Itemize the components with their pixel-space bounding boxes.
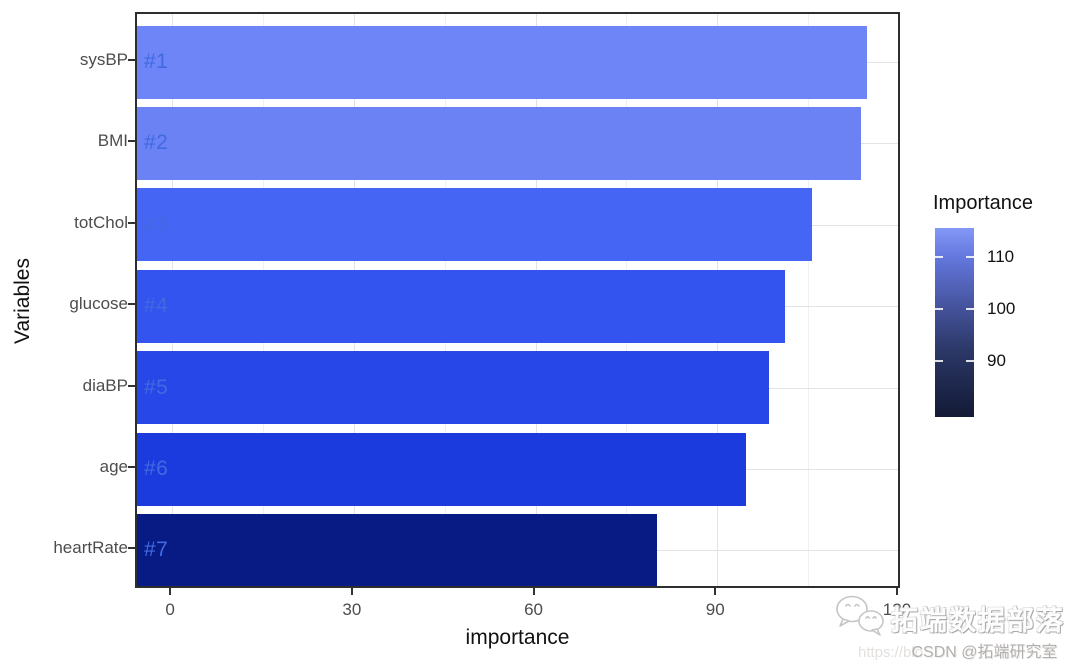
bar-BMI: #2 — [137, 106, 862, 180]
y-tick-mark — [128, 303, 135, 306]
y-axis-title: Variables — [11, 258, 34, 344]
legend-tick-label-90: 90 — [987, 350, 1006, 370]
bar-rank-label: #5 — [144, 375, 169, 399]
legend-tick-mark — [966, 308, 974, 310]
legend-tick-mark — [935, 359, 943, 362]
x-axis-title: importance — [465, 626, 570, 649]
x-tick-label-0: 0 — [165, 600, 175, 619]
bar-diaBP: #5 — [137, 351, 769, 425]
legend-tick-mark — [935, 308, 943, 310]
bar-totChol: #3 — [137, 188, 812, 262]
y-tick-label-heartRate: heartRate — [53, 538, 128, 558]
x-tick-label-30: 30 — [342, 600, 362, 619]
gridline-minor — [808, 14, 810, 586]
legend-tick-mark — [935, 256, 943, 259]
watermark-csdn: https://blo CSDN @拓端研究室 — [858, 638, 1058, 662]
legend-tick-label-100: 100 — [987, 299, 1016, 318]
x-tick-mark — [350, 588, 353, 595]
x-tick-mark — [714, 588, 717, 595]
x-tick-mark — [895, 588, 898, 595]
watermark-brand: 拓端数据部落 — [833, 594, 1065, 643]
legend-tick-label-110: 110 — [987, 247, 1015, 267]
gridline-major — [899, 14, 900, 586]
bar-rank-label: #7 — [144, 538, 169, 562]
bar-rank-label: #4 — [144, 294, 169, 318]
y-tick-label-age: age — [99, 457, 128, 476]
bar-rank-label: #2 — [144, 131, 169, 155]
bar-rank-label: #6 — [144, 457, 169, 480]
x-tick-label-120: 120 — [882, 600, 912, 619]
bar-glucose: #4 — [137, 269, 786, 343]
legend: Importance 110 100 90 — [933, 192, 1034, 417]
legend-title: Importance — [933, 192, 1034, 214]
y-tick-mark — [128, 384, 135, 387]
y-tick-mark — [128, 547, 135, 550]
legend-gradient-bar: 110 100 90 — [935, 228, 1015, 417]
bar-rank-label: #1 — [144, 50, 169, 73]
wechat-icon — [833, 594, 887, 643]
legend-tick-mark — [966, 256, 974, 259]
x-tick-mark — [169, 588, 172, 595]
y-tick-mark — [128, 466, 135, 468]
y-tick-label-BMI: BMI — [97, 131, 128, 151]
plot-panel: #1 #2 #3 #4 #5 #6 #7 — [135, 12, 900, 588]
x-tick-mark — [532, 588, 535, 595]
y-tick-label-glucose: glucose — [69, 294, 128, 314]
bar-rank-label: #3 — [144, 212, 169, 236]
x-tick-label-90: 90 — [705, 600, 725, 619]
bar-sysBP: #1 — [137, 25, 867, 99]
y-tick-label-diaBP: diaBP — [82, 375, 128, 395]
bar-age: #6 — [137, 432, 746, 506]
y-tick-label-sysBP: sysBP — [79, 50, 128, 69]
x-tick-label-60: 60 — [524, 600, 543, 619]
y-tick-mark — [128, 59, 135, 61]
watermark-csdn-text: CSDN @拓端研究室 — [911, 644, 1058, 661]
legend-tick-mark — [966, 359, 974, 362]
y-tick-mark — [128, 140, 135, 143]
y-tick-label-totChol: totChol — [74, 212, 128, 232]
bar-heartRate: #7 — [137, 513, 657, 586]
y-tick-mark — [128, 221, 135, 224]
watermark-brand-text: 拓端数据部落 — [891, 606, 1065, 636]
